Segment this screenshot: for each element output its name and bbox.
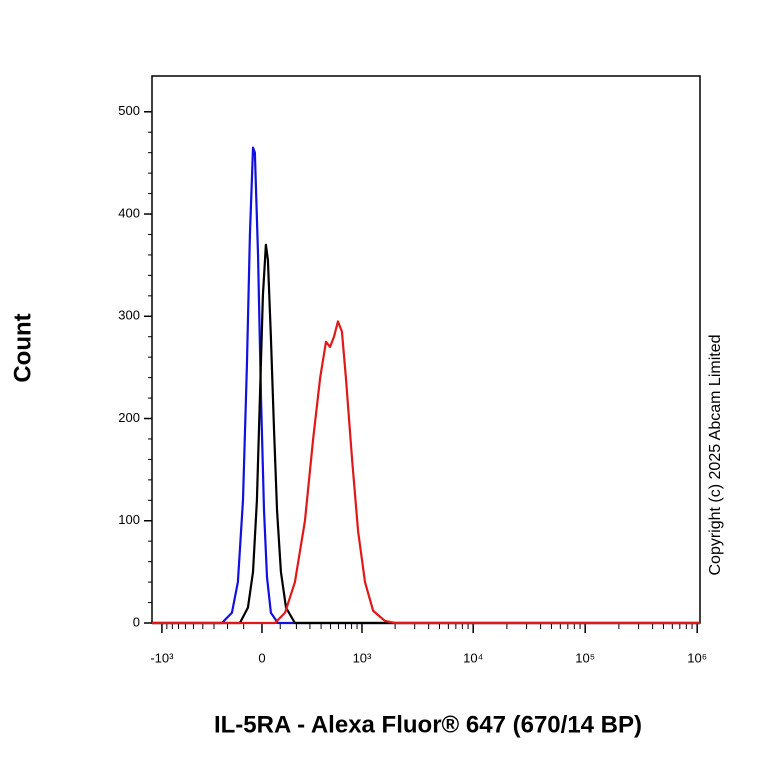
y-tick-label: 200 bbox=[118, 410, 140, 425]
copyright: Copyright (c) 2025 Abcam Limited bbox=[707, 335, 724, 576]
histogram-line bbox=[152, 146, 700, 625]
x-tick-label: 0 bbox=[258, 650, 265, 665]
y-tick-label: 100 bbox=[118, 512, 140, 527]
y-tick-label: 400 bbox=[118, 205, 140, 220]
x-axis-title: IL-5RA - Alexa Fluor® 647 (670/14 BP) bbox=[214, 711, 642, 738]
histogram-line bbox=[152, 243, 700, 625]
histogram-line bbox=[152, 320, 700, 625]
y-tick-label: 300 bbox=[118, 308, 140, 323]
x-tick-label: -10³ bbox=[150, 650, 174, 665]
y-axis-title: Count bbox=[9, 313, 36, 382]
x-tick-label: 10⁵ bbox=[575, 650, 595, 665]
y-tick-label: 0 bbox=[133, 614, 140, 629]
plot-frame bbox=[151, 75, 701, 624]
x-tick-label: 10⁴ bbox=[463, 650, 483, 665]
x-tick-label: 10⁶ bbox=[687, 650, 707, 665]
x-tick-label: 10³ bbox=[353, 650, 372, 665]
y-tick-label: 500 bbox=[118, 103, 140, 118]
